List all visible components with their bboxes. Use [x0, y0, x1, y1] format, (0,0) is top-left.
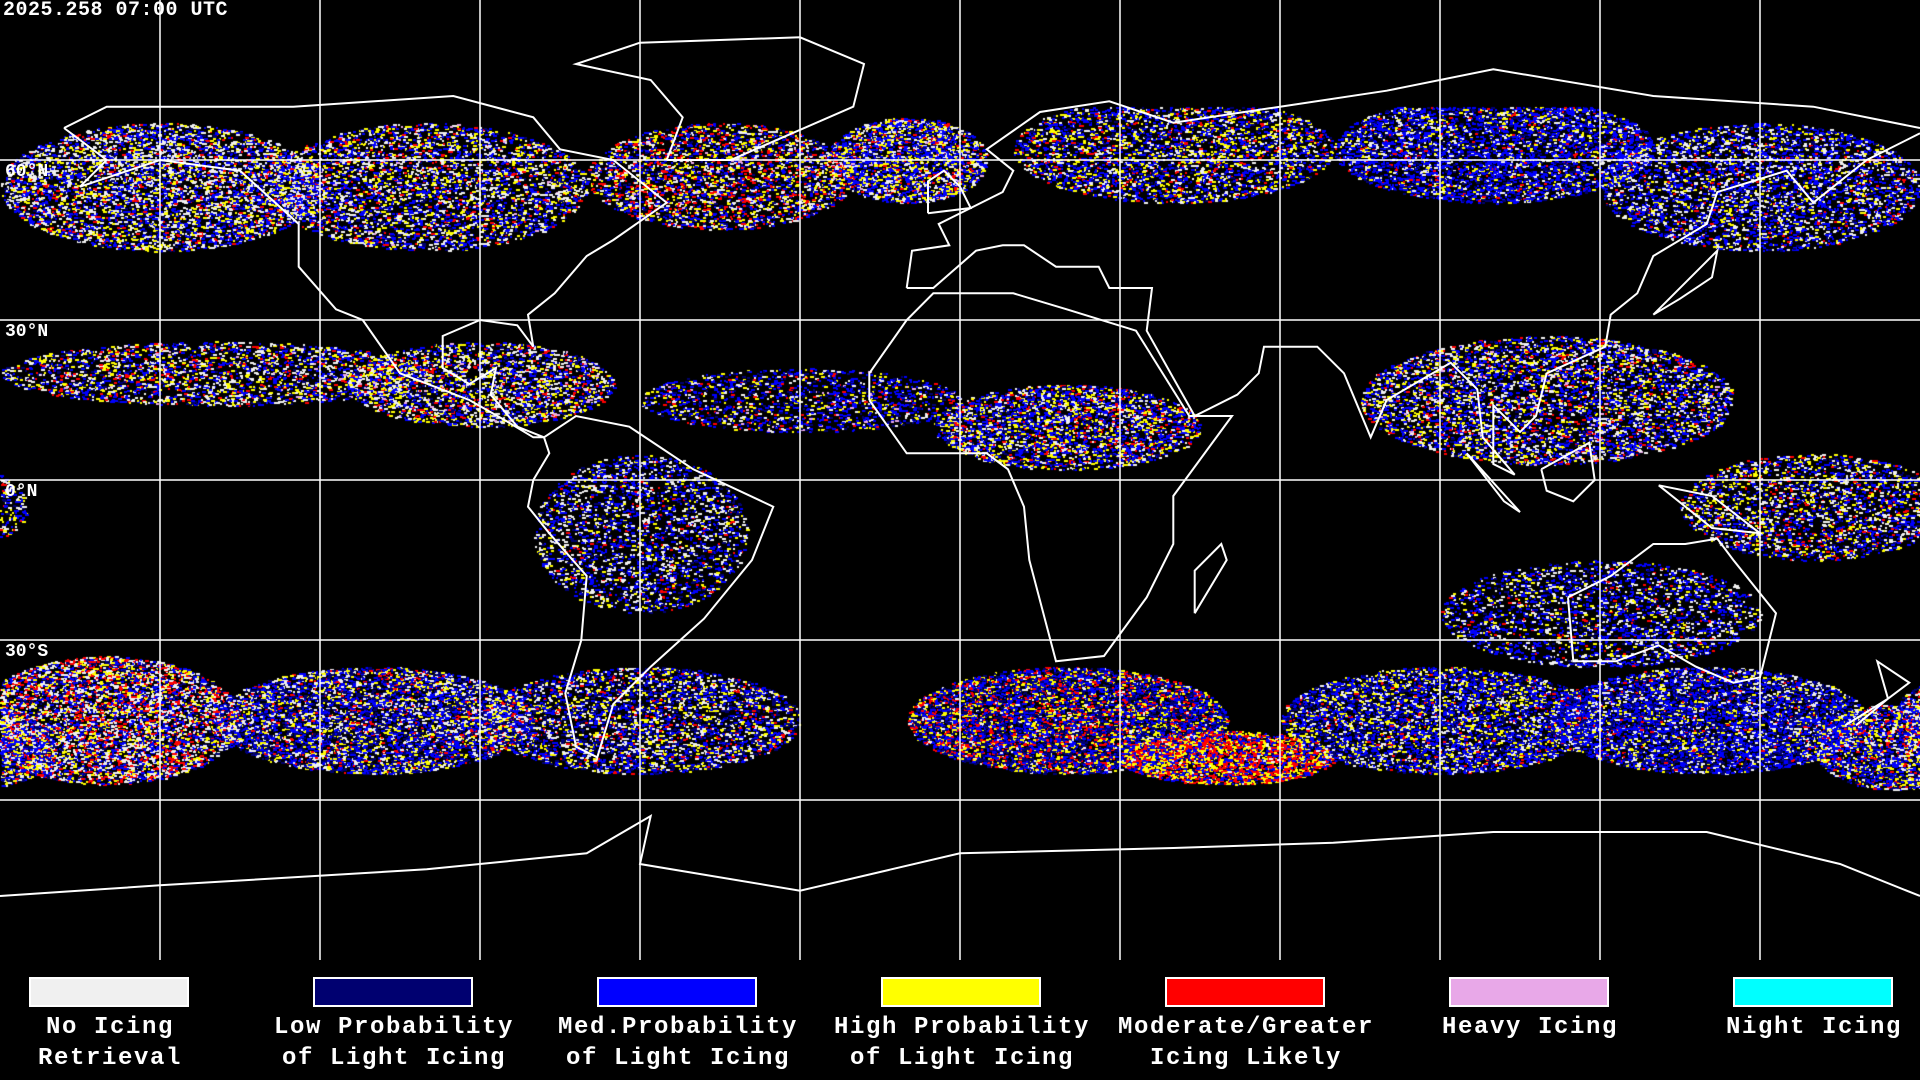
coastline [526, 414, 775, 759]
lat-label-60n: 60°N [5, 162, 49, 182]
coastline [1652, 247, 1719, 316]
coastline [0, 813, 1920, 897]
lat-label-0n: 0°N [5, 482, 38, 502]
legend-label: High Probability of Light Icing [833, 1014, 1091, 1072]
coastline [1844, 658, 1912, 727]
lat-lon-grid [0, 0, 1920, 960]
legend-swatch [1165, 977, 1325, 1007]
lat-label-30s: 30°S [5, 642, 49, 662]
legend-swatch [881, 977, 1041, 1007]
coastline [1567, 537, 1778, 684]
coastline [1465, 452, 1521, 513]
coastline [1193, 542, 1228, 614]
coastline [1658, 484, 1764, 535]
legend-swatch [313, 977, 473, 1007]
coastline [906, 132, 1920, 476]
icing-map: 60°N 30°N 0°N 30°S [0, 0, 1920, 960]
legend-swatch [1449, 977, 1609, 1007]
legend-swatch [597, 977, 757, 1007]
coastline [905, 68, 1920, 289]
coastline [572, 36, 866, 161]
coastline [1540, 441, 1596, 503]
coastline [868, 292, 1234, 663]
legend-label: Moderate/Greater Icing Likely [1117, 1014, 1375, 1072]
legend-swatch [29, 977, 189, 1007]
legend-swatch [1733, 977, 1893, 1007]
legend-label: Heavy Icing [1441, 1014, 1619, 1041]
lat-label-30n: 30°N [5, 322, 49, 342]
legend-label: Med.Probability of Light Icing [557, 1014, 799, 1072]
map-overlay [0, 0, 1920, 960]
coastline [927, 169, 973, 215]
legend-label: Night Icing [1725, 1014, 1903, 1041]
legend: No Icing Retrieval Low Probability of Li… [0, 960, 1920, 1080]
coastlines [0, 36, 1920, 897]
legend-label: No Icing Retrieval [37, 1014, 183, 1072]
coastline [63, 94, 669, 439]
timestamp: 2025.258 07:00 UTC [3, 0, 229, 22]
legend-label: Low Probability of Light Icing [273, 1014, 515, 1072]
